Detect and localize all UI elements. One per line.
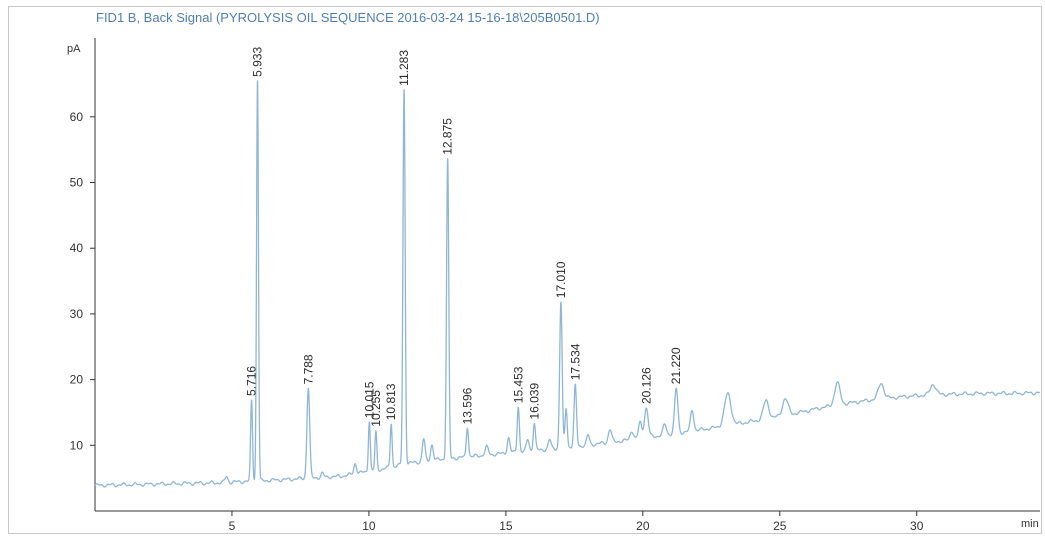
x-tick-label: 20 — [636, 519, 650, 533]
chart-frame — [8, 6, 1042, 534]
signal-trace — [94, 80, 1041, 488]
x-tick-label: 30 — [910, 519, 924, 533]
peak-label: 17.010 — [554, 261, 568, 298]
peak-label: 10.015 — [362, 381, 376, 418]
peak-label: 11.283 — [397, 50, 411, 86]
peak-label: 7.788 — [301, 354, 315, 384]
x-tick-label: 15 — [499, 519, 513, 533]
peak-label: 13.596 — [460, 387, 474, 424]
peak-label: 17.534 — [568, 343, 582, 380]
peak-label: 10.813 — [384, 383, 398, 420]
y-tick-label: 50 — [70, 176, 84, 190]
x-axis-unit: min — [1021, 518, 1039, 530]
peak-label: 12.875 — [441, 118, 455, 155]
x-tick-label: 25 — [773, 519, 787, 533]
peak-label: 15.453 — [511, 366, 525, 403]
axis-ticks: 5 10 15 20 25 30 10 20 30 40 50 60 — [70, 110, 924, 533]
peak-label: 10.255 — [369, 390, 383, 427]
peak-label: 5.933 — [251, 47, 265, 77]
y-tick-label: 30 — [70, 307, 84, 321]
y-tick-label: 60 — [70, 110, 84, 124]
y-tick-label: 40 — [70, 241, 84, 255]
y-tick-label: 10 — [70, 438, 84, 452]
peak-label: 20.126 — [639, 367, 653, 404]
peak-label: 5.716 — [245, 366, 259, 396]
peak-label: 16.039 — [527, 383, 541, 420]
x-tick-label: 10 — [362, 519, 376, 533]
peak-label: 21.220 — [669, 347, 683, 384]
chart-title: FID1 B, Back Signal (PYROLYSIS OIL SEQUE… — [96, 10, 600, 25]
y-tick-label: 20 — [70, 373, 84, 387]
y-axis-unit: pA — [67, 43, 81, 55]
x-tick-label: 5 — [229, 519, 236, 533]
